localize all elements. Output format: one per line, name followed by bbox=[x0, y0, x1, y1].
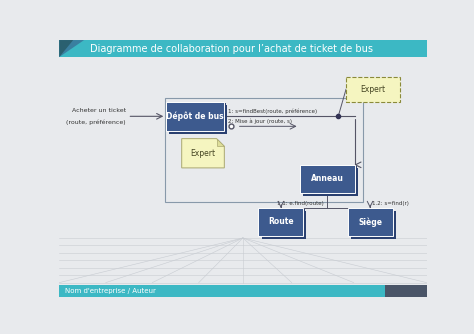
Polygon shape bbox=[217, 139, 224, 146]
Bar bbox=[164, 98, 363, 202]
Text: Nom d'entreprise / Auteur: Nom d'entreprise / Auteur bbox=[65, 288, 156, 294]
Bar bbox=[385, 285, 427, 297]
Bar bbox=[300, 165, 356, 192]
Text: Anneau: Anneau bbox=[311, 174, 344, 183]
Bar bbox=[301, 166, 357, 194]
Text: 1.1: e.find(route): 1.1: e.find(route) bbox=[277, 201, 324, 206]
Bar bbox=[59, 40, 427, 57]
Bar bbox=[260, 209, 305, 237]
Text: Expert: Expert bbox=[361, 85, 386, 94]
Text: Siège: Siège bbox=[358, 217, 382, 226]
Text: 1.2: s=find(r): 1.2: s=find(r) bbox=[373, 201, 409, 206]
Bar bbox=[169, 105, 228, 134]
Bar bbox=[168, 103, 226, 133]
Bar bbox=[349, 209, 394, 237]
Text: 2: Mise à jour (route, s): 2: Mise à jour (route, s) bbox=[228, 119, 292, 124]
Bar bbox=[262, 211, 307, 239]
Text: 1: s=findBest(route, préférence): 1: s=findBest(route, préférence) bbox=[228, 109, 317, 114]
Polygon shape bbox=[59, 40, 84, 57]
Text: Acheter un ticket: Acheter un ticket bbox=[72, 108, 126, 113]
Text: Expert: Expert bbox=[191, 149, 216, 158]
Bar bbox=[351, 211, 396, 239]
Text: Dépôt de bus: Dépôt de bus bbox=[166, 112, 224, 121]
Bar bbox=[258, 208, 303, 236]
Text: (route, préférence): (route, préférence) bbox=[66, 119, 126, 125]
Text: Route: Route bbox=[268, 217, 294, 226]
Bar bbox=[346, 77, 400, 102]
Bar bbox=[347, 208, 392, 236]
Polygon shape bbox=[59, 40, 73, 57]
Bar bbox=[166, 102, 224, 131]
Polygon shape bbox=[182, 139, 224, 168]
Bar bbox=[59, 285, 427, 297]
Text: Diagramme de collaboration pour l’achat de ticket de bus: Diagramme de collaboration pour l’achat … bbox=[90, 43, 373, 53]
Bar bbox=[302, 168, 358, 196]
